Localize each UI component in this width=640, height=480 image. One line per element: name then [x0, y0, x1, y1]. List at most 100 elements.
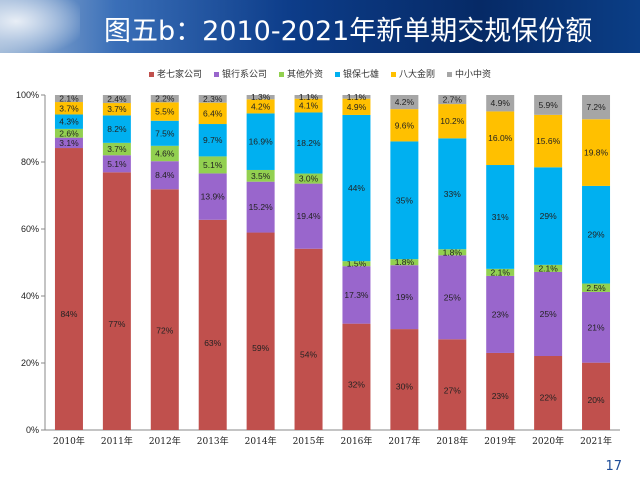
bar-segment	[486, 111, 515, 166]
bar-segment	[390, 95, 419, 110]
bar-segment	[198, 156, 227, 174]
legend-label: 老七家公司	[156, 70, 202, 80]
data-label: 2.1%	[59, 94, 79, 104]
bar-segment	[150, 102, 179, 121]
legend-item: 银行系公司	[213, 67, 267, 80]
data-label: 4.9%	[491, 98, 511, 108]
data-label: 3.1%	[59, 138, 79, 148]
data-label: 1.1%	[299, 92, 319, 102]
legend-swatch	[213, 72, 219, 77]
bar-segment	[582, 362, 611, 430]
x-tick-label: 2013年	[197, 435, 229, 447]
legend-label: 八大金刚	[399, 70, 436, 80]
data-label: 17.3%	[344, 290, 369, 300]
data-label: 7.2%	[586, 102, 606, 112]
bar-segment	[342, 114, 371, 262]
data-label: 16.9%	[249, 137, 274, 147]
data-label: 1.3%	[251, 92, 271, 102]
bar-segment	[246, 232, 275, 430]
data-label: 7.5%	[155, 128, 175, 138]
data-label: 19.4%	[296, 211, 321, 221]
bar-segment	[390, 265, 419, 330]
legend-label: 银保七雄	[343, 70, 380, 80]
bar-segment	[150, 145, 179, 162]
bar-segment	[486, 352, 515, 430]
bar-segment	[54, 137, 83, 149]
data-label: 72%	[156, 326, 173, 336]
bar-segment	[534, 271, 563, 357]
data-label: 4.3%	[59, 117, 79, 127]
data-label: 2.1%	[491, 267, 511, 277]
bar-segment	[102, 103, 131, 116]
legend-swatch	[335, 72, 340, 77]
data-label: 16.0%	[488, 133, 513, 143]
bar-segment	[390, 259, 419, 266]
bar-segment	[246, 181, 275, 233]
y-tick-label: 20%	[21, 358, 39, 368]
data-label: 22%	[540, 392, 557, 402]
bar-segment	[198, 173, 227, 220]
bar-segment	[294, 95, 323, 99]
data-label: 3.0%	[299, 174, 319, 184]
banner-decoration	[0, 0, 80, 53]
page-number: 17	[605, 459, 622, 474]
x-tick-label: 2020年	[532, 435, 564, 447]
data-label: 3.7%	[107, 104, 127, 114]
bar-segment	[534, 356, 563, 430]
bar-segment	[198, 219, 227, 430]
bar-segment	[342, 266, 371, 324]
bar-segment	[198, 124, 227, 157]
bar-segment	[438, 339, 467, 430]
y-tick-label: 100%	[16, 90, 39, 100]
bar-segment	[534, 95, 563, 115]
data-label: 84%	[60, 309, 77, 319]
data-label: 4.2%	[251, 101, 271, 111]
data-label: 30%	[396, 382, 413, 392]
x-tick-label: 2010年	[53, 435, 85, 447]
bar-segment	[486, 275, 515, 353]
bar-segment	[54, 128, 83, 138]
legend-swatch	[148, 72, 154, 77]
bar-segment	[294, 248, 323, 430]
x-tick-label: 2014年	[245, 435, 277, 447]
data-label: 20%	[588, 395, 605, 405]
title-banner: 图五b：2010-2021年新单期交规保份额	[0, 0, 640, 53]
bar-segment	[246, 113, 275, 170]
bar-segment	[54, 148, 83, 430]
bar-segment	[102, 115, 131, 143]
data-label: 19.8%	[584, 148, 609, 158]
legend-label: 中小中资	[455, 70, 492, 80]
data-label: 23%	[492, 391, 509, 401]
y-tick-label: 60%	[21, 224, 39, 234]
legend-item: 老七家公司	[148, 67, 202, 80]
data-label: 18.2%	[296, 138, 321, 148]
data-label: 2.7%	[443, 95, 463, 105]
data-label: 13.9%	[201, 192, 226, 202]
data-label: 4.6%	[155, 149, 175, 159]
data-label: 8.4%	[155, 170, 175, 180]
data-label: 9.7%	[203, 135, 223, 145]
data-label: 6.4%	[203, 108, 223, 118]
x-tick-label: 2016年	[341, 435, 373, 447]
legend-label: 银行系公司	[221, 70, 267, 80]
data-label: 23%	[492, 309, 509, 319]
data-label: 59%	[252, 343, 269, 353]
data-label: 2.5%	[586, 283, 606, 293]
data-label: 3.7%	[59, 103, 79, 113]
bar-segment	[102, 172, 131, 431]
data-label: 29%	[588, 230, 605, 240]
data-label: 63%	[204, 338, 221, 348]
data-label: 1.8%	[443, 247, 463, 257]
bar-segment	[438, 249, 467, 256]
bar-segment	[150, 189, 179, 430]
data-label: 5.1%	[107, 159, 127, 169]
data-label: 5.5%	[155, 107, 175, 117]
bar-segment	[438, 104, 467, 139]
data-label: 4.9%	[347, 102, 367, 112]
bar-segment	[390, 141, 419, 260]
data-label: 35%	[396, 195, 413, 205]
bar-segment	[150, 161, 179, 190]
bar-segment	[582, 283, 611, 292]
x-tick-label: 2012年	[149, 435, 181, 447]
